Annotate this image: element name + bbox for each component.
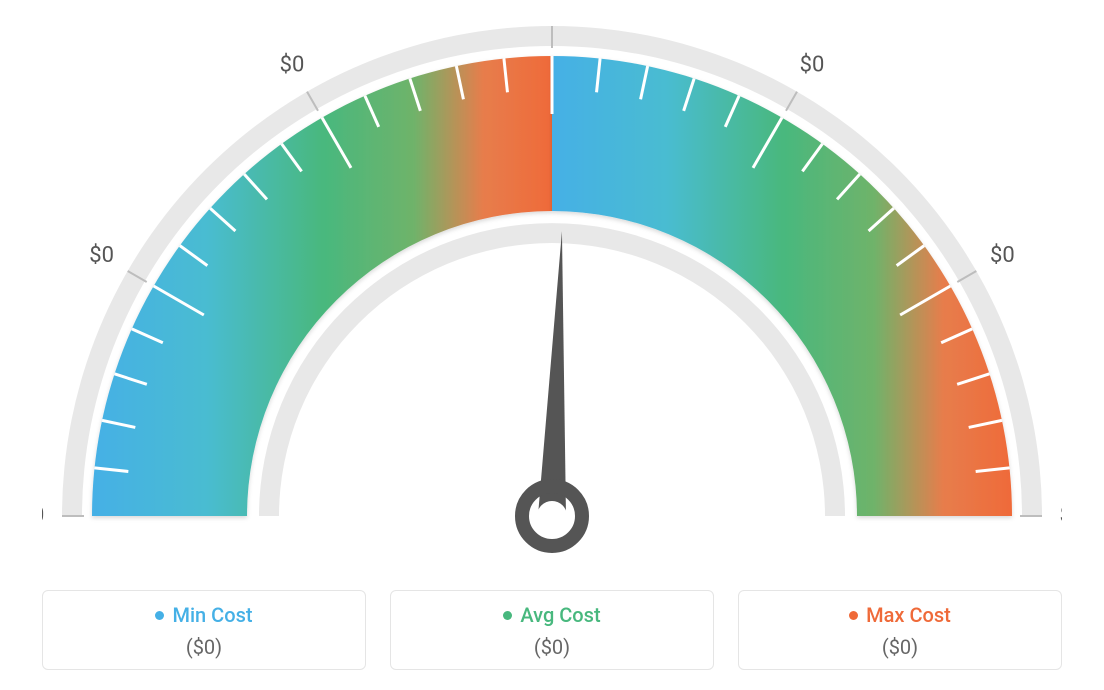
legend-value-max: ($0) (749, 635, 1051, 659)
legend-card-min: Min Cost ($0) (42, 590, 366, 670)
gauge-needle (538, 231, 566, 516)
chart-container: $0 $0 $0 $0 $0 $0 $0 Min Cost ($0) Avg Cost ($… (0, 0, 1104, 690)
legend-value-min: ($0) (53, 635, 355, 659)
legend-row: Min Cost ($0) Avg Cost ($0) Max Cost ($0… (42, 590, 1062, 670)
gauge-tick-label: $0 (1060, 503, 1062, 528)
legend-card-avg: Avg Cost ($0) (390, 590, 714, 670)
legend-value-avg: ($0) (401, 635, 703, 659)
legend-title-line: Avg Cost (401, 603, 703, 627)
gauge-svg: $0 $0 $0 $0 $0 $0 $0 (42, 6, 1062, 566)
legend-card-max: Max Cost ($0) (738, 590, 1062, 670)
legend-dot-max (849, 611, 858, 620)
gauge-chart: $0 $0 $0 $0 $0 $0 $0 (42, 6, 1062, 566)
legend-label-min: Min Cost (172, 603, 252, 627)
gauge-tick-label: $0 (990, 243, 1015, 268)
legend-title-line: Min Cost (53, 603, 355, 627)
gauge-tick-label: $0 (42, 503, 44, 528)
legend-dot-avg (503, 611, 512, 620)
gauge-tick-label: $0 (89, 243, 114, 268)
legend-title-line: Max Cost (749, 603, 1051, 627)
legend-label-max: Max Cost (866, 603, 951, 627)
gauge-tick-label: $0 (540, 6, 565, 8)
gauge-tick-label: $0 (280, 52, 305, 77)
legend-label-avg: Avg Cost (520, 603, 600, 627)
legend-dot-min (155, 611, 164, 620)
gauge-tick-label: $0 (800, 52, 825, 77)
